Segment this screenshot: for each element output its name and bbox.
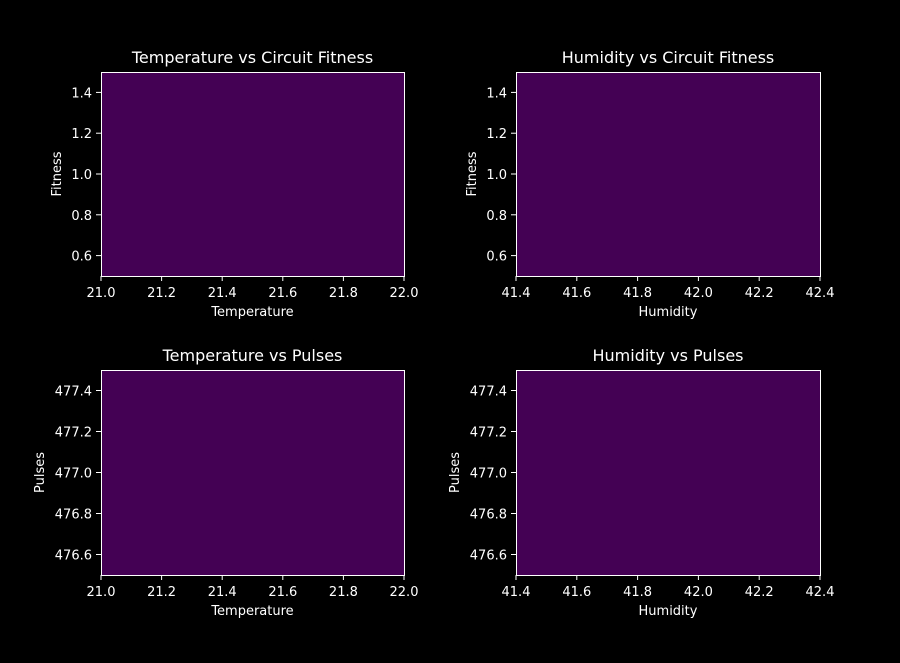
subplot-4-x-tick-label: 41.6 [562,585,591,600]
subplot-1-heatmap-fill [101,72,404,276]
subplot-3-x-tick-label: 21.6 [268,585,297,600]
subplot-2-y-axis-label: Fitness [465,151,480,196]
subplot-4-y-tick-label: 476.6 [470,549,507,564]
subplot-1-y-tick-label: 1.2 [71,127,92,142]
subplot-1-y-tick-label: 1.4 [71,86,92,101]
subplot-3-y-tick-label: 477.4 [55,385,92,400]
subplot-1-x-tick-label: 21.4 [208,286,237,301]
subplot-3-y-axis-label: Pulses [33,452,48,493]
subplot-4-x-tick-label: 41.8 [623,585,652,600]
subplot-2-x-tick-label: 41.4 [502,286,531,301]
subplot-1-x-tick-label: 21.6 [268,286,297,301]
subplot-2-heatmap-fill [516,72,820,276]
subplot-4-y-tick-label: 477.4 [470,385,507,400]
subplot-3-heatmap-fill [101,370,404,575]
subplot-3-x-tick-label: 21.2 [147,585,176,600]
subplot-2-y-tick-label: 1.0 [486,168,507,183]
subplot-1-y-tick-label: 0.6 [71,250,92,265]
subplot-4-x-tick-label: 41.4 [502,585,531,600]
subplot-2-y-tick-label: 0.8 [486,209,507,224]
subplot-2-x-tick-label: 42.4 [806,286,835,301]
subplot-3-title: Temperature vs Pulses [162,346,343,365]
subplot-3-y-tick-label: 477.2 [55,426,92,441]
subplot-2-y-tick-label: 0.6 [486,250,507,265]
subplot-3-x-tick-label: 21.8 [329,585,358,600]
subplot-2-x-axis-label: Humidity [639,305,698,320]
subplot-4-x-tick-label: 42.0 [684,585,713,600]
subplot-3-x-tick-label: 21.0 [87,585,116,600]
subplot-4-x-tick-label: 42.2 [745,585,774,600]
subplot-2-x-tick-label: 41.8 [623,286,652,301]
subplot-3-x-tick-label: 21.4 [208,585,237,600]
subplot-1-axes-frame [101,72,405,277]
subplot-2-x-tick-label: 41.6 [562,286,591,301]
subplot-4-x-axis-label: Humidity [639,604,698,619]
subplot-1-x-tick-label: 21.8 [329,286,358,301]
subplot-3-y-tick-label: 476.8 [55,508,92,523]
subplot-3-y-tick-label: 476.6 [55,549,92,564]
subplot-2-x-tick-label: 42.0 [684,286,713,301]
subplot-4-y-tick-label: 477.0 [470,467,507,482]
subplot-4-y-tick-label: 476.8 [470,508,507,523]
subplot-1-y-tick-label: 0.8 [71,209,92,224]
subplot-2-y-tick-label: 1.2 [486,127,507,142]
subplot-1-title: Temperature vs Circuit Fitness [131,48,373,67]
subplot-2-x-tick-label: 42.2 [745,286,774,301]
subplot-1-y-tick-label: 1.0 [71,168,92,183]
subplot-4-y-tick-label: 477.2 [470,426,507,441]
subplot-2-y-tick-label: 1.4 [486,86,507,101]
subplot-2-title: Humidity vs Circuit Fitness [562,48,775,67]
subplot-1-x-tick-label: 22.0 [390,286,419,301]
subplot-4-y-axis-label: Pulses [448,452,463,493]
subplot-1-x-tick-label: 21.2 [147,286,176,301]
subplot-3-y-tick-label: 477.0 [55,467,92,482]
subplot-4-axes-frame [516,370,821,576]
subplot-4-x-tick-label: 42.4 [806,585,835,600]
subplot-4-title: Humidity vs Pulses [593,346,744,365]
subplot-1-y-axis-label: Fitness [50,151,65,196]
subplot-1-x-axis-label: Temperature [210,305,293,320]
subplot-2-axes-frame [516,72,821,277]
subplot-3-x-axis-label: Temperature [210,604,293,619]
subplot-4-heatmap-fill [516,370,820,575]
subplot-3-axes-frame [101,370,405,576]
subplot-3-x-tick-label: 22.0 [390,585,419,600]
subplot-1-x-tick-label: 21.0 [87,286,116,301]
